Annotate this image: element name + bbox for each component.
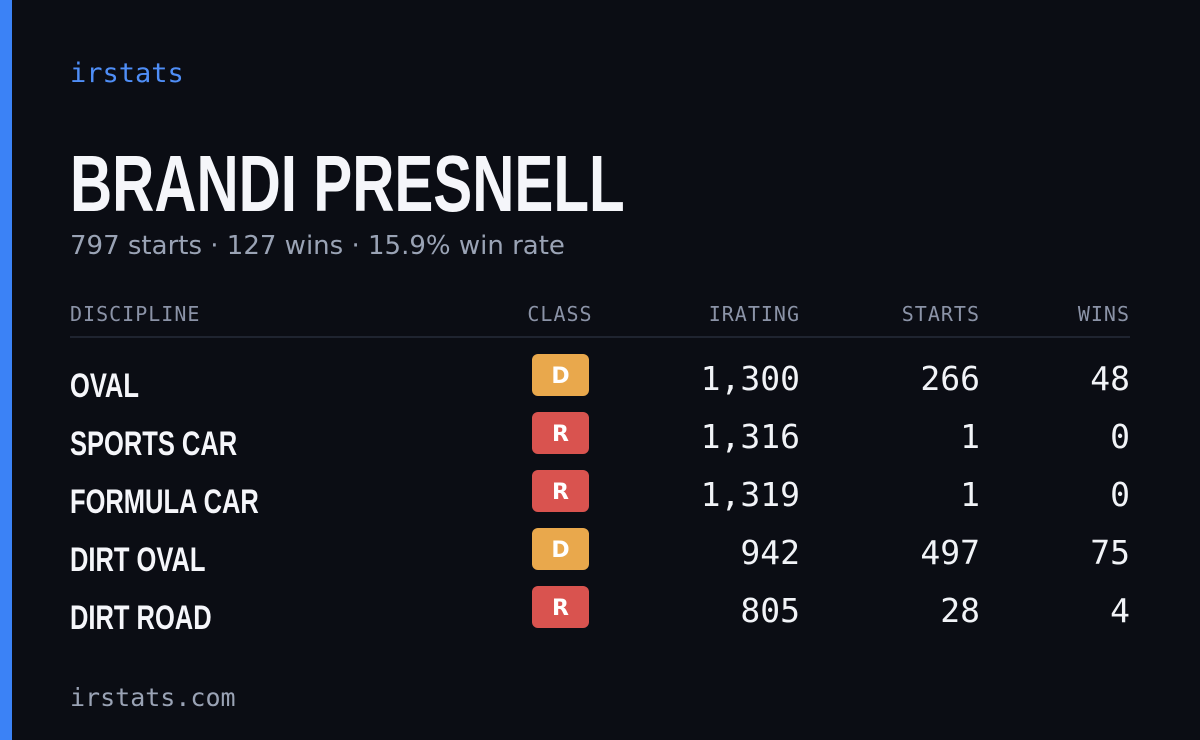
class-label: R bbox=[552, 596, 569, 621]
footer-site: irstats.com bbox=[70, 683, 236, 712]
stat-value: 1 bbox=[960, 417, 980, 456]
class-badge bbox=[532, 412, 589, 454]
column-header: DISCIPLINE bbox=[70, 302, 200, 326]
discipline-label-wrap: OVAL bbox=[70, 368, 139, 405]
stat-value: 1,319 bbox=[701, 475, 800, 514]
class-label: D bbox=[551, 538, 569, 563]
class-badge bbox=[532, 354, 589, 396]
column-header: CLASS bbox=[527, 302, 592, 326]
stat-value: 497 bbox=[920, 533, 980, 572]
stat-value: 1,316 bbox=[701, 417, 800, 456]
class-badge bbox=[532, 586, 589, 628]
column-header: STARTS bbox=[902, 302, 980, 326]
stat-value: 48 bbox=[1090, 359, 1130, 398]
stat-value: 0 bbox=[1110, 475, 1130, 514]
class-badge bbox=[532, 528, 589, 570]
discipline-label-wrap: SPORTS CAR bbox=[70, 426, 237, 463]
brand: irstats bbox=[70, 58, 184, 89]
stat-value: 1 bbox=[960, 475, 980, 514]
stat-value: 0 bbox=[1110, 417, 1130, 456]
stat-value: 28 bbox=[940, 591, 980, 630]
summary: 797 starts · 127 wins · 15.9% win rate bbox=[70, 231, 565, 261]
class-badge bbox=[532, 470, 589, 512]
stat-value: 266 bbox=[920, 359, 980, 398]
discipline-label: DIRT OVAL bbox=[70, 542, 205, 579]
stat-value: 942 bbox=[740, 533, 800, 572]
driver-name: BRANDI PRESNELL bbox=[70, 139, 625, 228]
discipline-label-wrap: DIRT ROAD bbox=[70, 600, 212, 637]
stat-value: 1,300 bbox=[701, 359, 800, 398]
class-label: R bbox=[552, 480, 569, 505]
stat-value: 75 bbox=[1090, 533, 1130, 572]
discipline-label-wrap: DIRT OVAL bbox=[70, 542, 205, 579]
column-header: WINS bbox=[1078, 302, 1130, 326]
discipline-label: DIRT ROAD bbox=[70, 600, 212, 637]
class-label: R bbox=[552, 422, 569, 447]
discipline-label: SPORTS CAR bbox=[70, 426, 237, 463]
column-header: IRATING bbox=[709, 302, 800, 326]
discipline-label-wrap: FORMULA CAR bbox=[70, 484, 259, 521]
stat-value: 805 bbox=[740, 591, 800, 630]
table: DISCIPLINE CLASS IRATING STARTS WINS OVAL D 1,3… bbox=[70, 302, 1130, 637]
accent-stripe bbox=[0, 0, 12, 740]
discipline-label: FORMULA CAR bbox=[70, 484, 259, 521]
stat-value: 4 bbox=[1110, 591, 1130, 630]
discipline-label: OVAL bbox=[70, 368, 139, 405]
class-label: D bbox=[551, 364, 569, 389]
